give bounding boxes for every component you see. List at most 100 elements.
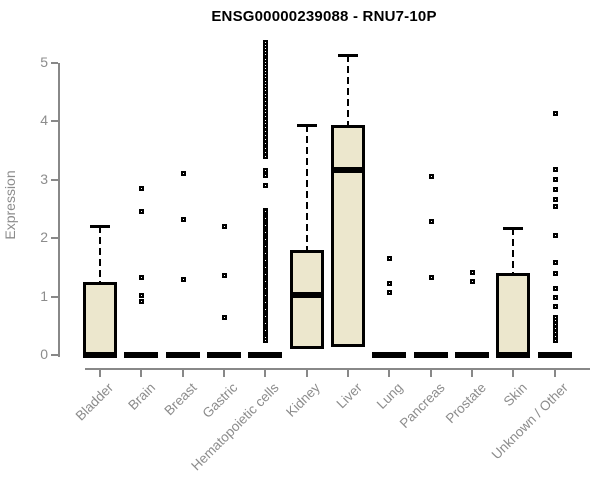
median-line — [372, 352, 407, 358]
x-tick-label: Breast — [161, 380, 200, 419]
x-tick — [388, 370, 391, 377]
outlier-point — [263, 103, 269, 109]
y-tick-label: 1 — [40, 287, 48, 304]
outlier-point — [263, 43, 269, 49]
outlier-point — [552, 303, 558, 309]
y-tick-label: 5 — [40, 54, 48, 70]
median-line — [206, 352, 241, 358]
outlier-point — [552, 333, 558, 339]
y-axis-line — [58, 63, 60, 357]
outlier-point — [180, 277, 186, 283]
median-line — [496, 352, 531, 358]
outlier-point — [263, 121, 269, 127]
outlier-point — [263, 54, 269, 60]
outlier-point — [263, 91, 269, 97]
whisker-line — [512, 228, 515, 274]
median-line — [289, 291, 324, 298]
x-tick-label: Liver — [333, 380, 365, 412]
x-tick — [553, 370, 556, 377]
outlier-point — [552, 330, 558, 336]
outlier-point — [263, 173, 269, 179]
outlier-point — [552, 285, 558, 291]
outlier-point — [263, 106, 269, 112]
outlier-point — [263, 60, 269, 66]
outlier-point — [552, 315, 558, 321]
x-axis-line — [85, 368, 590, 370]
outlier-point — [552, 167, 558, 173]
outlier-point — [552, 177, 558, 183]
y-tick-label: 3 — [40, 170, 48, 187]
x-tick — [99, 370, 101, 377]
outlier-point — [263, 136, 269, 142]
outlier-point — [263, 82, 269, 88]
x-tick — [181, 370, 184, 377]
outlier-point — [263, 167, 269, 173]
x-tick — [346, 370, 349, 377]
x-tick-label: Bladder — [73, 380, 117, 424]
outlier-point — [428, 174, 434, 180]
outlier-point — [263, 125, 269, 131]
outlier-point — [387, 256, 393, 262]
x-tick — [222, 370, 225, 377]
box — [496, 273, 531, 355]
outlier-point — [263, 63, 269, 69]
outlier-point — [263, 66, 269, 72]
outlier-point — [552, 337, 558, 343]
outlier-point — [263, 95, 269, 101]
outlier-point — [263, 128, 269, 134]
outlier-point — [263, 141, 269, 146]
outlier-point — [552, 295, 558, 301]
outlier-point — [263, 183, 269, 189]
box — [289, 249, 324, 350]
outlier-point — [263, 84, 269, 90]
outlier-point — [263, 57, 269, 63]
x-tick-label: Lung — [374, 380, 406, 412]
x-tick — [512, 370, 515, 377]
median-line — [83, 352, 117, 358]
outlier-point — [263, 117, 269, 123]
outlier-point — [221, 272, 227, 278]
outlier-point — [263, 72, 269, 78]
outlier-point — [428, 219, 434, 225]
median-line — [248, 352, 283, 358]
x-tick — [264, 370, 267, 377]
median-line — [454, 352, 489, 358]
whisker-cap — [90, 224, 110, 228]
outlier-point — [263, 39, 269, 45]
x-tick — [429, 370, 432, 377]
outlier-point — [387, 281, 393, 287]
outlier-point — [139, 299, 145, 305]
whisker-cap — [337, 53, 358, 57]
outlier-point — [263, 69, 269, 75]
x-tick — [470, 370, 473, 377]
x-tick-label: Kidney — [283, 380, 324, 420]
x-tick-label: Pancreas — [396, 380, 448, 431]
y-tick — [51, 237, 58, 240]
outlier-point — [263, 337, 269, 343]
whisker-cap — [503, 227, 524, 231]
median-line — [165, 352, 200, 358]
outlier-point — [263, 150, 269, 156]
x-tick-label: Prostate — [442, 380, 489, 427]
outlier-point — [221, 223, 227, 229]
outlier-point — [469, 278, 475, 284]
whisker-cap — [296, 123, 317, 127]
outlier-point — [263, 48, 269, 54]
outlier-point — [263, 132, 269, 138]
outlier-point — [469, 270, 475, 276]
outlier-point — [263, 110, 269, 116]
outlier-point — [428, 274, 434, 280]
x-tick-label: Skin — [500, 380, 530, 410]
y-tick — [51, 178, 58, 181]
median-line — [330, 167, 365, 174]
median-line — [413, 352, 448, 358]
outlier-point — [552, 322, 558, 328]
outlier-point — [221, 315, 227, 321]
x-tick — [305, 370, 308, 377]
outlier-point — [552, 197, 558, 203]
y-tick — [51, 354, 58, 356]
y-tick-label: 4 — [40, 112, 48, 129]
y-tick — [51, 120, 58, 123]
whisker-line — [305, 124, 308, 250]
